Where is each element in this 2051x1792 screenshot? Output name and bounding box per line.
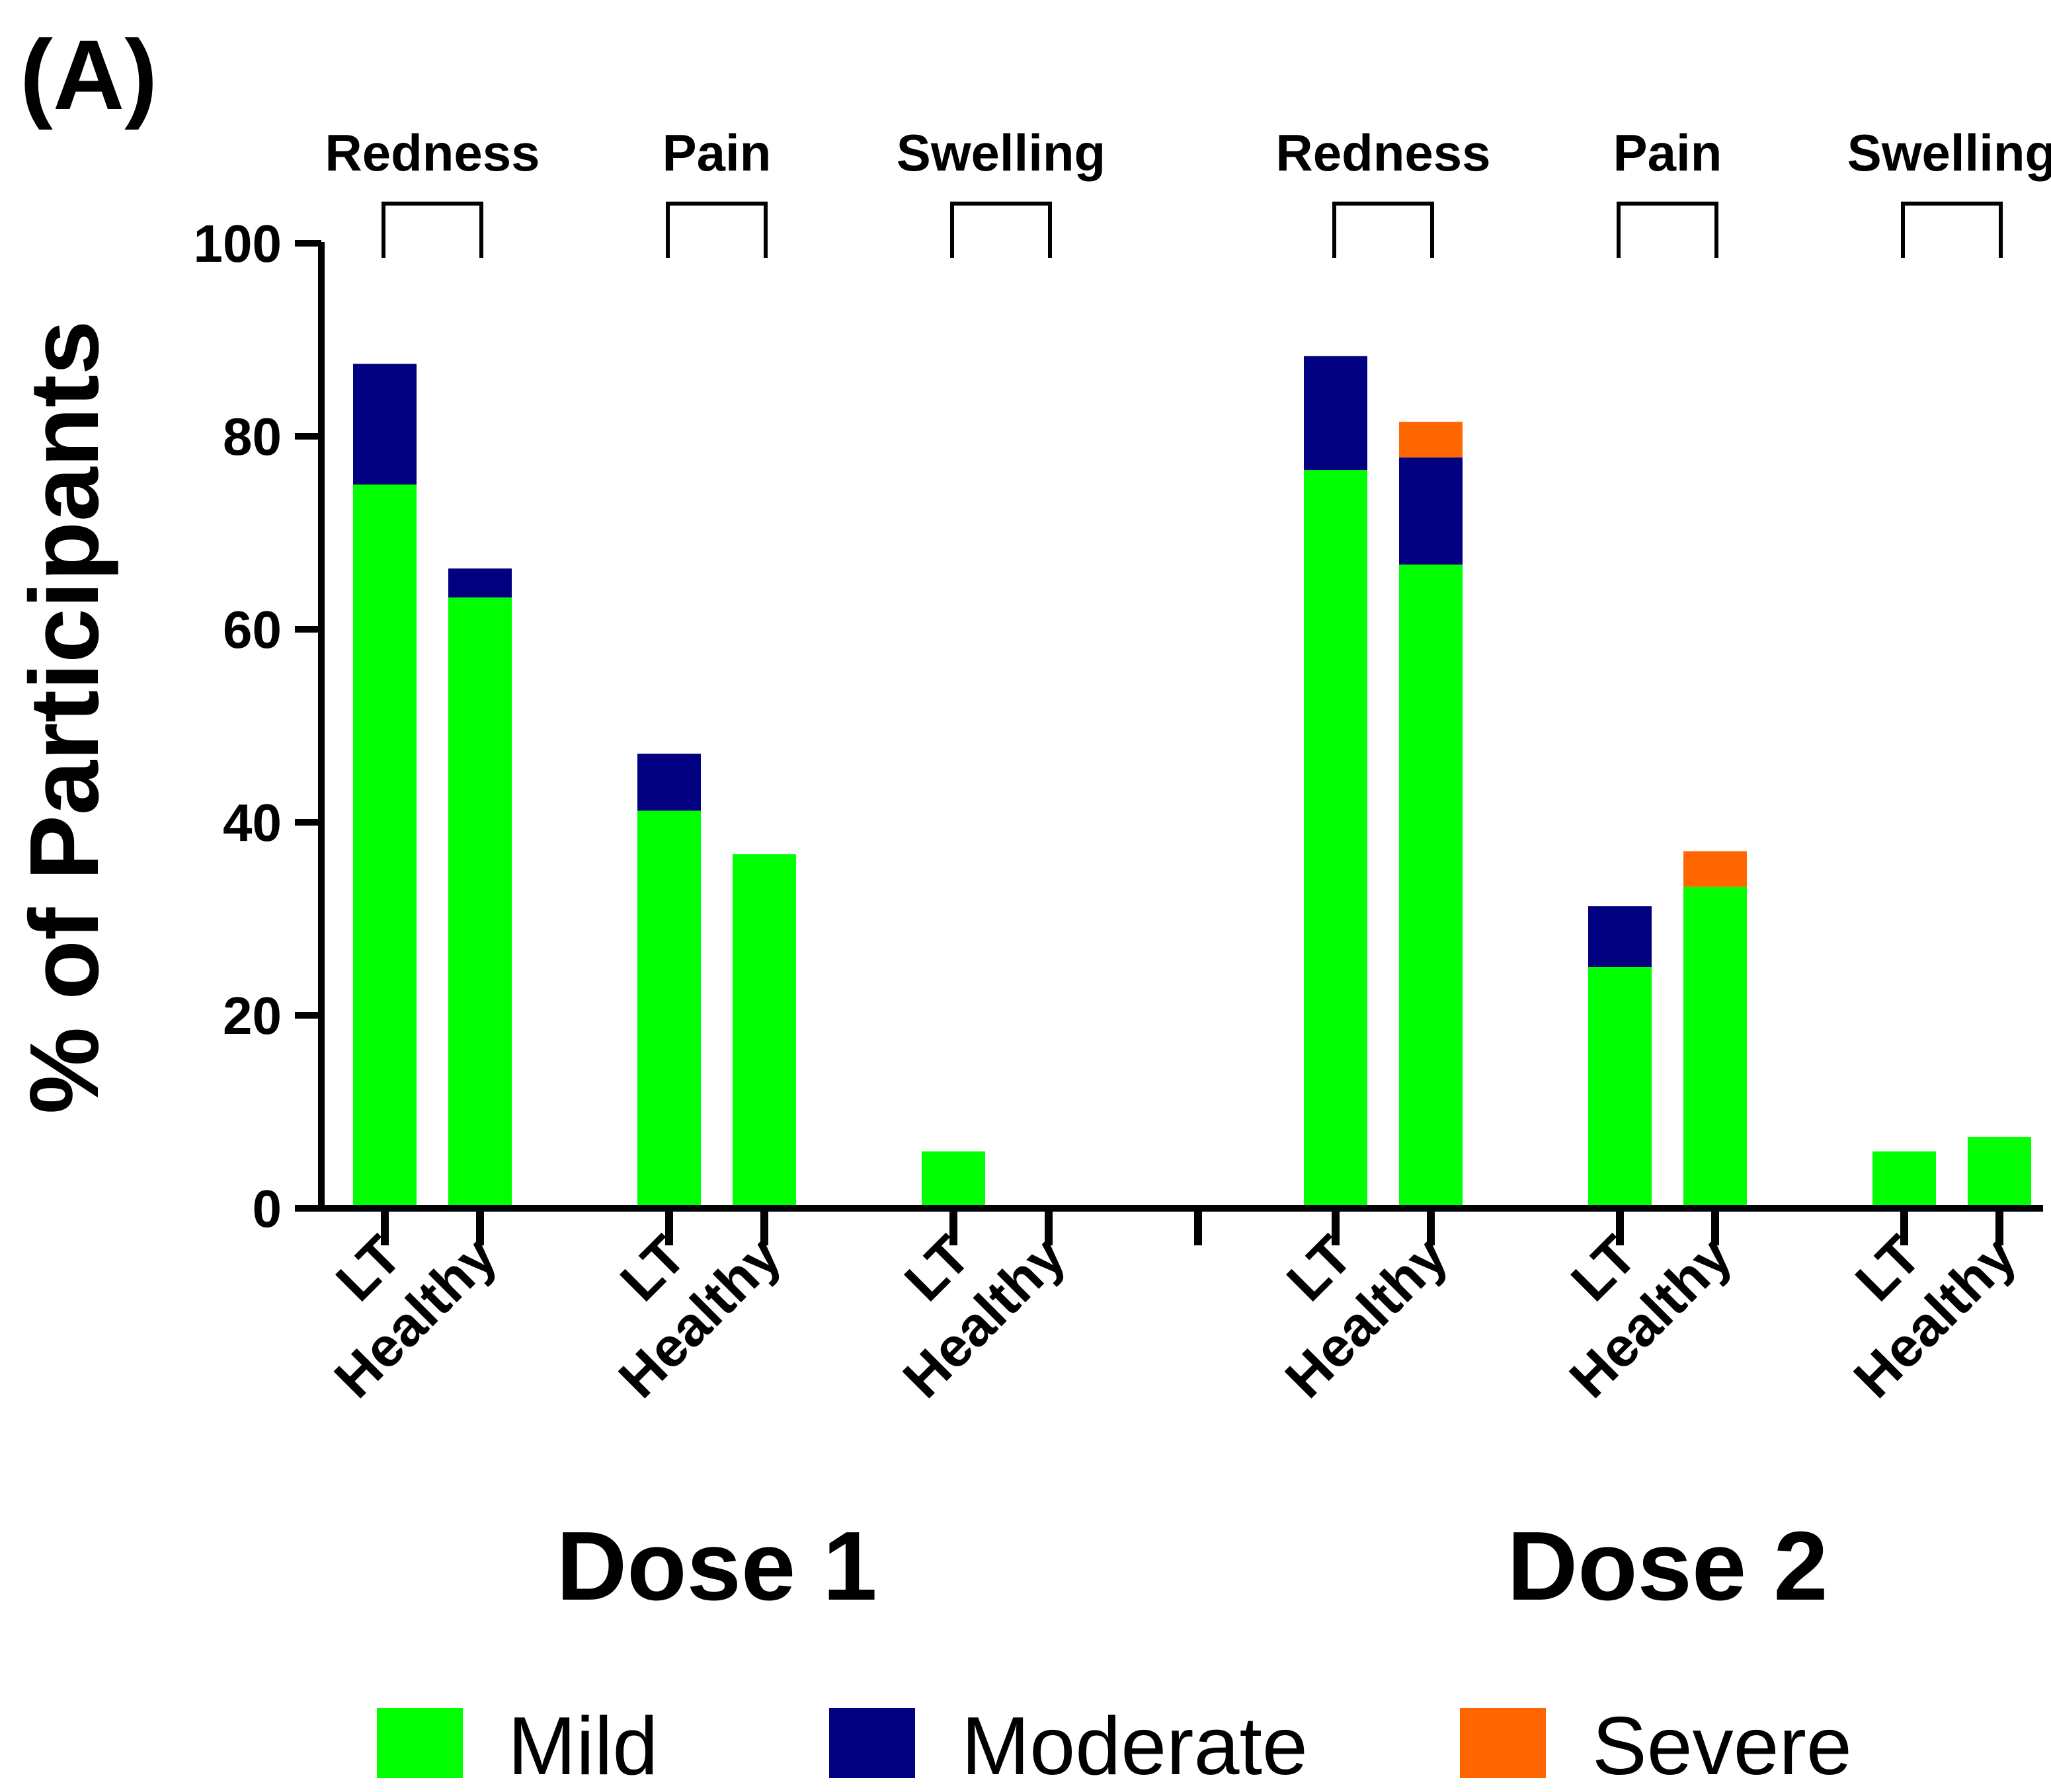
y-tick-label: 60 — [223, 600, 282, 659]
y-tick-label: 40 — [223, 793, 282, 852]
y-tick-label: 80 — [223, 407, 282, 466]
y-tick-label: 100 — [194, 214, 282, 273]
bar-segment-mild — [448, 597, 512, 1208]
group-label: Pain — [663, 124, 772, 182]
bar-segment-moderate — [448, 568, 512, 598]
group-label: Redness — [1275, 124, 1490, 182]
axes: 0 20 40 60 80 100 — [194, 214, 2043, 1245]
bar-segment-moderate — [1399, 457, 1463, 565]
bar-segment-moderate — [1304, 356, 1367, 471]
y-tick-label: 20 — [223, 986, 282, 1045]
bar-segment-mild — [733, 854, 796, 1208]
dose-label: Dose 1 — [556, 1512, 877, 1621]
group-bracket — [382, 202, 483, 258]
bar-segment-mild — [637, 810, 701, 1208]
bar-segment-severe — [1399, 422, 1463, 458]
bars — [353, 356, 2031, 1208]
dose-labels: Dose 1 Dose 2 — [556, 1512, 1828, 1621]
legend: Mild Moderate Severe — [377, 1701, 1852, 1792]
bar-segment-moderate — [353, 364, 417, 485]
bar-segment-moderate — [637, 754, 701, 811]
group-brackets: Redness Pain Swelling Redness Pain Swelling — [325, 124, 2051, 258]
group-label: Pain — [1613, 124, 1722, 182]
legend-label-mild: Mild — [508, 1701, 658, 1792]
bar-segment-mild — [1304, 470, 1367, 1208]
dose-label: Dose 2 — [1507, 1512, 1828, 1621]
bar-segment-severe — [1683, 851, 1747, 887]
bar-segment-mild — [1588, 967, 1652, 1208]
legend-swatch-severe — [1460, 1708, 1546, 1778]
y-tick-label: 0 — [253, 1179, 282, 1238]
group-bracket — [666, 202, 768, 258]
bar-segment-mild — [353, 485, 417, 1208]
group-label: Redness — [325, 124, 540, 182]
legend-swatch-mild — [377, 1708, 463, 1778]
group-bracket — [1901, 202, 2003, 258]
group-label: Swelling — [1847, 124, 2051, 182]
group-label: Swelling — [897, 124, 1106, 182]
legend-label-moderate: Moderate — [961, 1701, 1308, 1792]
panel-label: (A) — [20, 19, 157, 130]
legend-label-severe: Severe — [1592, 1701, 1852, 1792]
y-axis-label: % of Participants — [10, 321, 119, 1114]
legend-swatch-moderate — [829, 1708, 915, 1778]
group-bracket — [950, 202, 1052, 258]
group-bracket — [1617, 202, 1718, 258]
bar-segment-mild — [1399, 565, 1463, 1208]
bar-segment-mild — [1968, 1136, 2031, 1208]
bar-segment-mild — [922, 1151, 985, 1208]
bar-segment-mild — [1683, 886, 1747, 1208]
bar-segment-moderate — [1588, 906, 1652, 967]
bar-segment-mild — [1872, 1151, 1936, 1208]
group-bracket — [1332, 202, 1434, 258]
